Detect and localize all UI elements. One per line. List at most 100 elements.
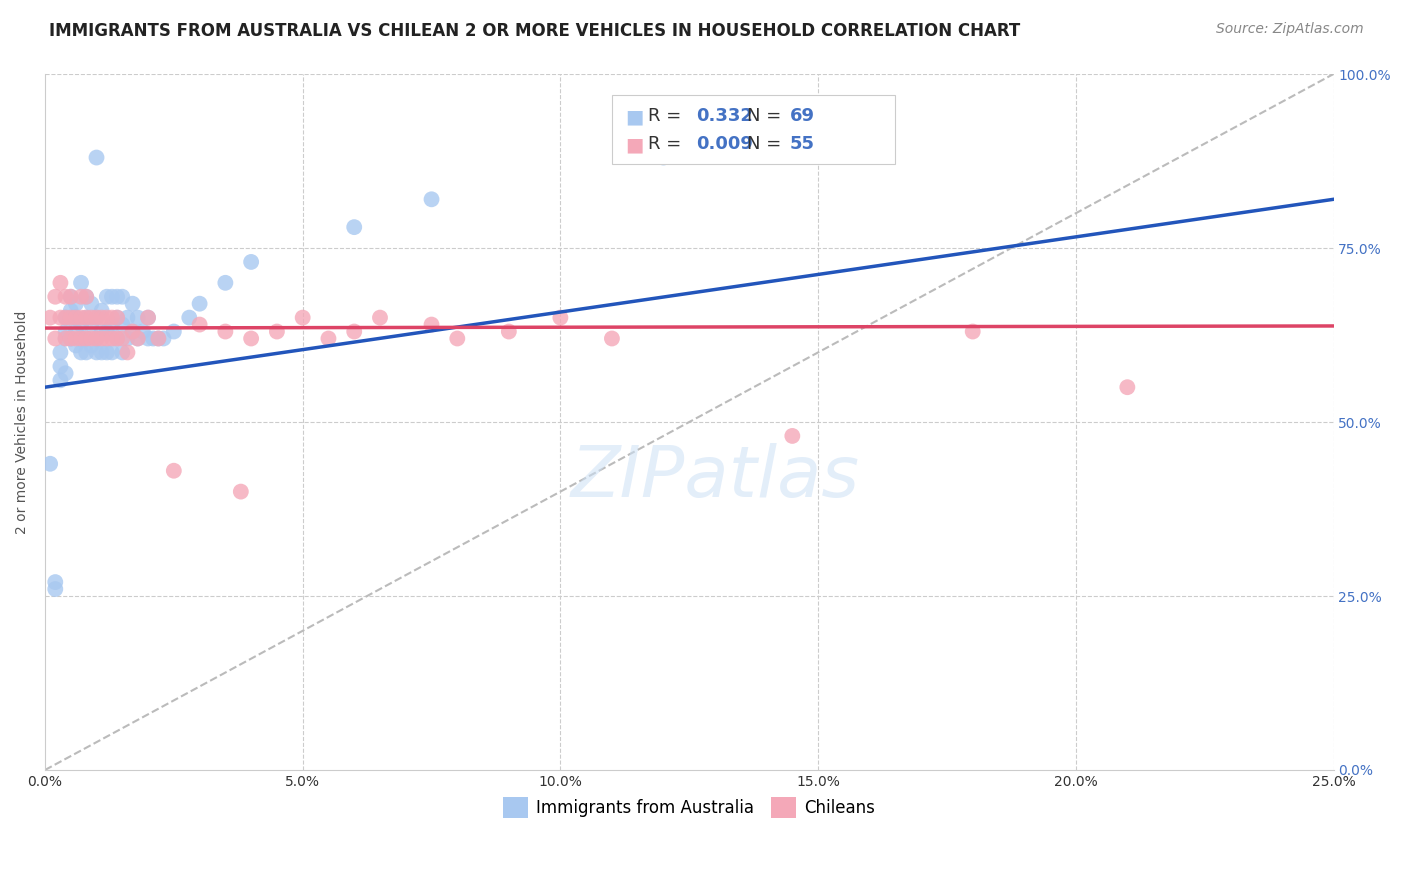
Point xyxy=(96,345,118,359)
Point xyxy=(214,325,236,339)
Text: N =: N = xyxy=(747,107,787,126)
Point xyxy=(55,331,77,345)
Point xyxy=(86,331,108,345)
Point xyxy=(39,457,62,471)
Point xyxy=(105,290,128,304)
Point xyxy=(105,310,128,325)
Point xyxy=(44,575,66,590)
Text: Source: ZipAtlas.com: Source: ZipAtlas.com xyxy=(1216,22,1364,37)
Point xyxy=(214,276,236,290)
Point xyxy=(101,345,124,359)
Point xyxy=(49,359,72,374)
Point xyxy=(86,345,108,359)
Point xyxy=(75,331,97,345)
Point xyxy=(80,338,103,352)
Point xyxy=(90,345,112,359)
FancyBboxPatch shape xyxy=(612,95,896,164)
Point xyxy=(80,331,103,345)
Point xyxy=(318,331,340,345)
Point xyxy=(163,325,186,339)
Point xyxy=(704,136,727,151)
Point xyxy=(80,318,103,332)
Point xyxy=(368,310,391,325)
Point xyxy=(127,331,149,345)
Point xyxy=(136,331,159,345)
Point xyxy=(59,331,82,345)
Point xyxy=(105,331,128,345)
Point xyxy=(343,220,366,235)
Point xyxy=(148,331,170,345)
Point xyxy=(105,331,128,345)
Point xyxy=(266,325,288,339)
Point xyxy=(86,310,108,325)
Point xyxy=(117,331,139,345)
Point xyxy=(59,310,82,325)
Point xyxy=(163,464,186,478)
Point xyxy=(80,310,103,325)
Point xyxy=(86,151,108,165)
Point xyxy=(96,331,118,345)
Point xyxy=(55,310,77,325)
Point xyxy=(65,325,87,339)
Point xyxy=(80,296,103,310)
Point xyxy=(101,290,124,304)
Point xyxy=(127,331,149,345)
Point xyxy=(59,290,82,304)
Point xyxy=(96,310,118,325)
Point xyxy=(101,318,124,332)
Point xyxy=(49,345,72,359)
Point xyxy=(420,318,443,332)
Point xyxy=(55,310,77,325)
Point xyxy=(96,325,118,339)
Point xyxy=(86,331,108,345)
Point xyxy=(59,290,82,304)
Point xyxy=(75,290,97,304)
Point xyxy=(70,276,93,290)
Point xyxy=(446,331,468,345)
Point xyxy=(127,310,149,325)
Point xyxy=(117,310,139,325)
Text: ■: ■ xyxy=(624,136,643,154)
Point xyxy=(343,325,366,339)
Text: 69: 69 xyxy=(790,107,814,126)
Point xyxy=(121,325,143,339)
Point xyxy=(111,331,134,345)
Point xyxy=(90,325,112,339)
Point xyxy=(75,310,97,325)
Point xyxy=(90,331,112,345)
Point xyxy=(179,310,201,325)
Point xyxy=(86,310,108,325)
Point xyxy=(101,310,124,325)
Point xyxy=(291,310,314,325)
Point xyxy=(70,345,93,359)
Text: ■: ■ xyxy=(624,107,643,127)
Point xyxy=(229,484,252,499)
Point xyxy=(148,331,170,345)
Point xyxy=(44,582,66,596)
Point xyxy=(136,310,159,325)
Point xyxy=(652,151,675,165)
Point xyxy=(600,331,623,345)
Text: 55: 55 xyxy=(790,136,814,153)
Point xyxy=(240,331,263,345)
Point xyxy=(240,255,263,269)
Point xyxy=(111,318,134,332)
Legend: Immigrants from Australia, Chileans: Immigrants from Australia, Chileans xyxy=(496,790,882,824)
Point xyxy=(782,429,804,443)
Point xyxy=(117,345,139,359)
Point xyxy=(39,310,62,325)
Text: 0.332: 0.332 xyxy=(696,107,752,126)
Point xyxy=(70,318,93,332)
Point xyxy=(55,325,77,339)
Point xyxy=(498,325,520,339)
Point xyxy=(70,331,93,345)
Point xyxy=(121,325,143,339)
Point xyxy=(101,331,124,345)
Point xyxy=(121,296,143,310)
Point xyxy=(59,331,82,345)
Point xyxy=(550,310,572,325)
Point xyxy=(142,331,165,345)
Point xyxy=(44,331,66,345)
Point xyxy=(65,331,87,345)
Point xyxy=(188,318,211,332)
